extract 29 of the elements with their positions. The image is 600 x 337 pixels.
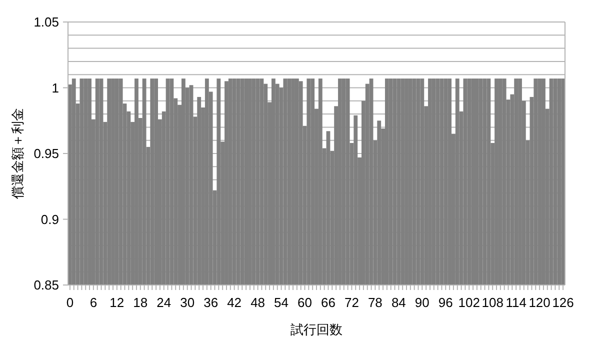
- y-tick-label: 0.95: [34, 146, 59, 161]
- x-tick-label: 108: [482, 295, 504, 310]
- x-tick-label: 12: [110, 295, 124, 310]
- x-tick-label: 42: [227, 295, 242, 310]
- x-tick-label: 48: [250, 295, 266, 310]
- x-tick-label: 6: [90, 295, 98, 310]
- y-axis-title: 償還金額＋利金: [10, 108, 25, 199]
- x-tick-label: 36: [204, 295, 218, 310]
- x-tick-label: 54: [274, 295, 289, 310]
- x-tick-label: 120: [528, 295, 550, 310]
- y-tick-label: 1: [52, 80, 59, 96]
- x-tick-label: 18: [133, 295, 148, 310]
- x-tick-label: 0: [66, 295, 74, 310]
- y-tick-label: 0.9: [40, 212, 59, 227]
- x-tick-label: 78: [368, 295, 382, 310]
- x-tick-label: 84: [391, 295, 406, 310]
- x-tick-label: 114: [506, 295, 526, 310]
- x-tick-label: 90: [414, 295, 430, 310]
- x-tick-label: 126: [552, 295, 574, 310]
- x-tick-label: 24: [156, 295, 172, 310]
- x-tick-label: 102: [458, 295, 480, 310]
- x-axis-title: 試行回数: [290, 322, 342, 337]
- y-tick-label: 1.05: [34, 14, 59, 30]
- x-tick-label: 60: [298, 295, 312, 310]
- x-tick-label: 30: [180, 295, 195, 310]
- x-tick-label: 72: [344, 295, 359, 310]
- x-tick-label: 66: [321, 295, 336, 310]
- x-tick-label: 96: [438, 295, 453, 310]
- y-tick-label: 0.85: [34, 278, 59, 292]
